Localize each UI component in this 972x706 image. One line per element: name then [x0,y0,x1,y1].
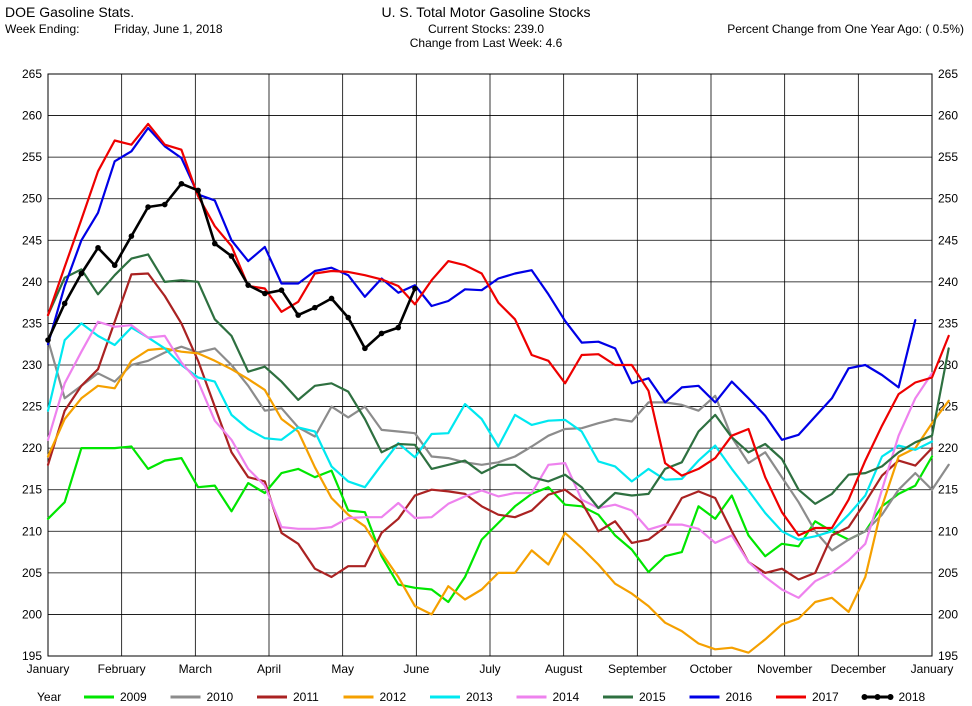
chart-source-title: DOE Gasoline Stats. [5,4,135,20]
y-tick-label-left: 220 [22,441,42,455]
legend-label-2016: 2016 [726,690,753,704]
y-tick-label-right: 235 [938,316,958,330]
data-point-2018 [45,337,51,343]
chart-title: U. S. Total Motor Gasoline Stocks [381,4,591,20]
y-tick-label-right: 240 [938,275,958,289]
legend-marker-2018 [887,694,894,700]
data-point-2018 [128,233,135,239]
y-tick-label-right: 230 [938,358,958,372]
legend-label-2011: 2011 [293,690,319,704]
legend-label-2018: 2018 [899,690,926,704]
y-tick-label-left: 235 [22,316,42,330]
y-tick-label-left: 250 [22,192,42,206]
legend-label-2010: 2010 [207,690,234,704]
data-point-2018 [395,324,402,331]
y-tick-label-right: 220 [938,441,958,455]
current-stocks: Current Stocks: 239.0 [427,22,545,36]
x-tick-label: February [98,662,146,676]
y-tick-label-right: 245 [938,233,958,247]
y-tick-label-left: 225 [22,400,42,414]
y-tick-label-right: 265 [938,67,958,81]
y-tick-label-right: 250 [938,192,958,206]
y-tick-label-left: 255 [22,150,42,164]
legend-label-2017: 2017 [812,690,839,704]
y-tick-label-left: 195 [22,649,42,663]
data-point-2018 [145,204,151,210]
data-point-2018 [111,262,118,269]
data-point-2018 [328,295,335,302]
series-line-2013 [46,322,934,541]
y-tick-label-left: 260 [22,109,42,123]
data-point-2018 [345,314,352,321]
x-tick-label: October [690,662,733,676]
series-line-2015 [46,253,950,510]
legend-label-2013: 2013 [466,690,493,704]
y-tick-label-right: 200 [938,607,958,621]
data-point-2018 [412,285,418,292]
change-last-week: Change from Last Week: 4.6 [409,36,563,50]
data-point-2018 [262,290,268,297]
series-line-2011 [46,272,934,581]
legend-marker-2018 [861,694,868,700]
x-tick-label: March [179,662,212,676]
x-tick-label: August [545,662,583,676]
legend-label-2015: 2015 [639,690,666,704]
y-tick-label-right: 255 [938,150,958,164]
series-line-2009 [46,445,934,604]
x-tick-label: April [257,662,281,676]
legend-label-2012: 2012 [380,690,407,704]
data-point-2018 [78,270,85,277]
x-tick-label: September [608,662,667,676]
y-tick-label-left: 265 [22,67,42,81]
data-point-2018 [245,282,251,288]
x-tick-label: January [911,662,954,676]
y-tick-label-left: 245 [22,233,42,247]
x-tick-label: May [331,662,354,676]
y-tick-label-left: 200 [22,607,42,621]
data-point-2018 [295,312,301,318]
data-point-2018 [378,330,385,337]
legend-title: Year [37,690,61,704]
data-point-2018 [362,345,368,352]
data-point-2018 [61,300,68,307]
y-tick-label-left: 230 [22,358,42,372]
week-ending-value: Friday, June 1, 2018 [114,22,223,36]
y-tick-label-right: 195 [938,649,958,663]
data-point-2018 [195,187,201,194]
y-tick-label-right: 205 [938,566,958,580]
x-tick-label: June [403,662,429,676]
series-line-2017 [46,122,950,537]
data-point-2018 [312,304,318,311]
y-tick-label-left: 210 [22,524,42,538]
y-tick-label-left: 215 [22,483,42,497]
legend-marker-2018 [874,694,881,700]
y-tick-label-right: 215 [938,483,958,497]
x-tick-label: January [27,662,70,676]
data-point-2018 [211,240,218,247]
series-line-2012 [46,347,950,654]
data-point-2018 [178,180,185,187]
x-tick-label: July [479,662,500,676]
y-tick-label-right: 260 [938,109,958,123]
legend-label-2014: 2014 [553,690,580,704]
data-point-2018 [278,287,285,293]
week-ending-label: Week Ending: [5,22,80,36]
pct-change-year: Percent Change from One Year Ago: ( 0.5%… [727,22,964,36]
x-tick-label: November [757,662,812,676]
data-point-2018 [228,253,235,259]
legend-label-2009: 2009 [120,690,147,704]
y-tick-label-left: 240 [22,275,42,289]
y-tick-label-left: 205 [22,566,42,580]
data-point-2018 [95,244,101,251]
x-tick-label: December [831,662,886,676]
y-tick-label-right: 210 [938,524,958,538]
series-line-2014 [46,320,934,599]
data-point-2018 [161,201,168,208]
